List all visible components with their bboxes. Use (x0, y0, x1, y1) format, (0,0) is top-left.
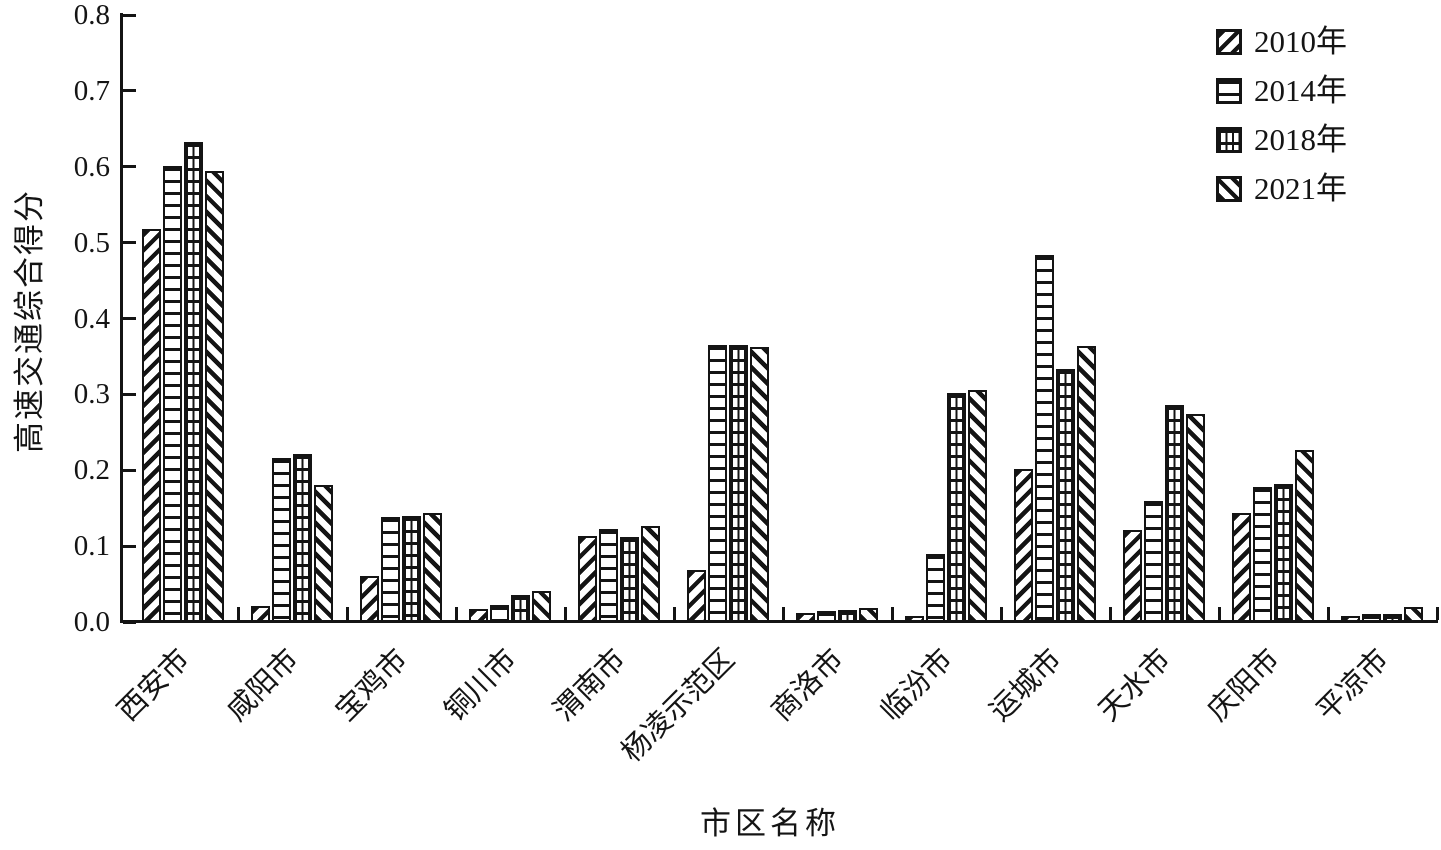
x-tick (1109, 607, 1112, 620)
y-tick-label: 0.0 (73, 606, 110, 638)
y-tick (123, 165, 136, 169)
y-tick-label: 0.5 (73, 226, 110, 259)
x-tick (1000, 607, 1003, 620)
legend-label: 2014年 (1254, 73, 1347, 108)
y-tick (123, 13, 136, 17)
bar-2014年 (1253, 487, 1272, 622)
diagonal-forward-hatch-swatch-icon (1216, 29, 1242, 55)
bar-2014年 (708, 345, 727, 622)
bar-2018年 (293, 454, 312, 622)
diagonal-backward-hatch-swatch-icon (1216, 176, 1242, 202)
bar-2010年 (360, 576, 379, 622)
y-tick (123, 241, 136, 245)
bar-2018年 (402, 516, 421, 622)
grid-hatch-swatch-icon (1216, 127, 1242, 153)
bar-2021年 (423, 513, 442, 622)
y-tick (123, 89, 136, 93)
bar-2010年 (1341, 616, 1360, 622)
legend-item: 2010年 (1216, 24, 1416, 59)
bar-2010年 (469, 609, 488, 622)
bar-2021年 (532, 591, 551, 622)
bar-2014年 (381, 517, 400, 622)
legend-item: 2018年 (1216, 122, 1416, 157)
bar-2021年 (1295, 450, 1314, 622)
x-axis-title: 市区名称 (700, 806, 840, 841)
x-tick (564, 607, 567, 620)
x-tick (1436, 607, 1439, 620)
legend-item: 2021年 (1216, 171, 1416, 206)
x-tick (891, 607, 894, 620)
y-tick-label: 0.7 (73, 74, 110, 107)
bar-2018年 (1383, 614, 1402, 622)
bar-2014年 (163, 166, 182, 622)
bar-2021年 (1077, 346, 1096, 622)
bar-2014年 (1144, 501, 1163, 622)
y-tick-label: 0.3 (73, 378, 110, 411)
bar-2010年 (1232, 513, 1251, 622)
bar-2010年 (796, 613, 815, 622)
bar-2021年 (1186, 414, 1205, 622)
bar-2018年 (511, 595, 530, 622)
bar-2010年 (687, 570, 706, 622)
bar-2014年 (490, 605, 509, 622)
bar-2021年 (859, 608, 878, 622)
legend-label: 2018年 (1254, 122, 1347, 157)
y-tick-label: 0.1 (73, 530, 110, 563)
bar-2014年 (926, 554, 945, 622)
bar-2018年 (838, 610, 857, 622)
x-tick (1327, 607, 1330, 620)
bar-2010年 (905, 616, 924, 622)
bar-2021年 (314, 485, 333, 622)
bar-2021年 (205, 171, 224, 622)
bar-2014年 (272, 458, 291, 622)
y-tick (123, 544, 136, 548)
legend-item: 2014年 (1216, 73, 1416, 108)
bar-2018年 (184, 142, 203, 622)
bar-2010年 (1123, 530, 1142, 622)
bar-2018年 (729, 345, 748, 622)
x-tick (346, 607, 349, 620)
bar-2021年 (968, 390, 987, 622)
x-tick (237, 607, 240, 620)
y-tick-label: 0.6 (73, 150, 110, 183)
bar-2018年 (1056, 369, 1075, 622)
bar-2014年 (1362, 614, 1381, 622)
bar-2010年 (578, 536, 597, 622)
x-axis-line (120, 620, 1438, 623)
bar-2010年 (142, 229, 161, 622)
bar-2018年 (1274, 484, 1293, 622)
legend-label: 2021年 (1254, 171, 1347, 206)
bar-2014年 (599, 529, 618, 622)
bar-2014年 (817, 611, 836, 622)
legend-label: 2010年 (1254, 24, 1347, 59)
bar-2014年 (1035, 255, 1054, 622)
bar-2021年 (1404, 607, 1423, 622)
horizontal-lines-swatch-icon (1216, 78, 1242, 104)
y-tick (123, 317, 136, 320)
bar-2010年 (251, 606, 270, 622)
y-tick (123, 620, 136, 624)
bar-2010年 (1014, 469, 1033, 622)
bar-2021年 (641, 526, 660, 622)
y-tick-label: 0.2 (73, 454, 110, 487)
y-tick (123, 392, 136, 396)
bar-2018年 (947, 393, 966, 622)
x-tick (673, 607, 676, 620)
bar-2018年 (620, 537, 639, 622)
y-tick-label: 0.4 (73, 302, 110, 335)
y-tick-label: 0.8 (73, 0, 110, 31)
x-tick (455, 607, 458, 620)
bar-2018年 (1165, 405, 1184, 622)
x-tick (1218, 607, 1221, 620)
bar-2021年 (750, 347, 769, 622)
x-tick (782, 607, 785, 620)
y-axis-line (120, 13, 123, 623)
y-tick (123, 468, 136, 472)
